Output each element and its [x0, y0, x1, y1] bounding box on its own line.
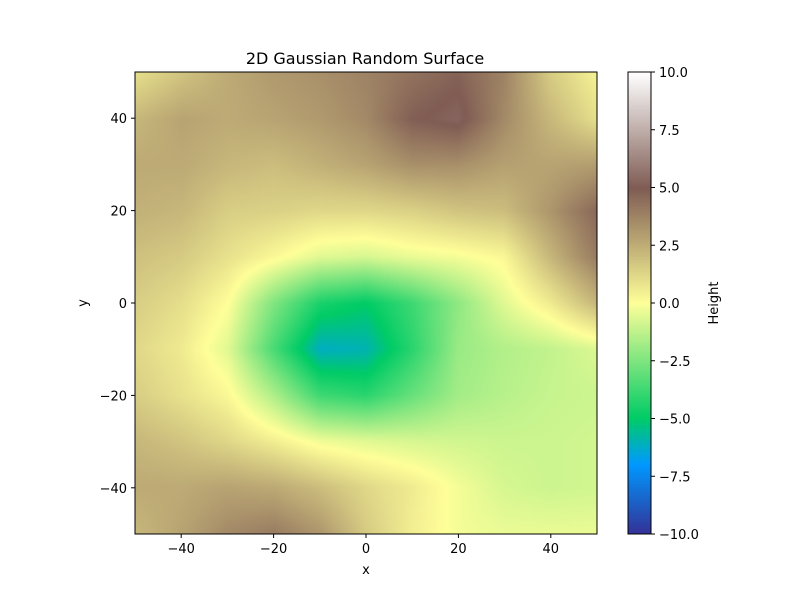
heatmap-surface: [135, 72, 597, 534]
y-tick-label: 40: [110, 112, 127, 127]
colorbar-tick-label: 5.0: [659, 182, 680, 197]
colorbar: 10.0 7.5 5.0 2.5 0.0 −2.5 −5.0 −7.5 −10.0 Height: [627, 66, 722, 543]
colorbar-tick-label: −7.5: [659, 470, 691, 485]
colorbar-tick-label: −10.0: [659, 528, 699, 543]
chart-title: 2D Gaussian Random Surface: [246, 49, 484, 68]
y-tick-label: −40: [100, 482, 127, 497]
plot-area: −40 −20 0 20 40 −40 −20 0 20 40: [100, 71, 598, 557]
colorbar-tick-label: 7.5: [659, 124, 680, 139]
x-axis: −40 −20 0 20 40: [167, 534, 559, 557]
colorbar-tick-label: −5.0: [659, 413, 691, 428]
y-tick-label: 20: [110, 205, 127, 220]
colorbar-tick-label: 2.5: [659, 239, 680, 254]
x-tick-label: −40: [167, 542, 194, 557]
colorbar-tick-label: −2.5: [659, 355, 691, 370]
colorbar-gradient: [628, 72, 651, 534]
y-tick-label: −20: [100, 389, 127, 404]
colorbar-ticks: 10.0 7.5 5.0 2.5 0.0 −2.5 −5.0 −7.5 −10.0: [651, 66, 699, 543]
colorbar-label: Height: [707, 282, 722, 325]
x-tick-label: 40: [543, 542, 560, 557]
y-tick-label: 0: [119, 297, 127, 312]
x-tick-label: −20: [260, 542, 287, 557]
colorbar-tick-label: 10.0: [659, 66, 688, 81]
x-tick-label: 20: [450, 542, 467, 557]
y-axis-label: y: [76, 299, 91, 307]
x-axis-label: x: [362, 563, 370, 578]
y-axis: −40 −20 0 20 40: [100, 112, 135, 497]
x-tick-label: 0: [362, 542, 370, 557]
colorbar-tick-label: 0.0: [659, 297, 680, 312]
